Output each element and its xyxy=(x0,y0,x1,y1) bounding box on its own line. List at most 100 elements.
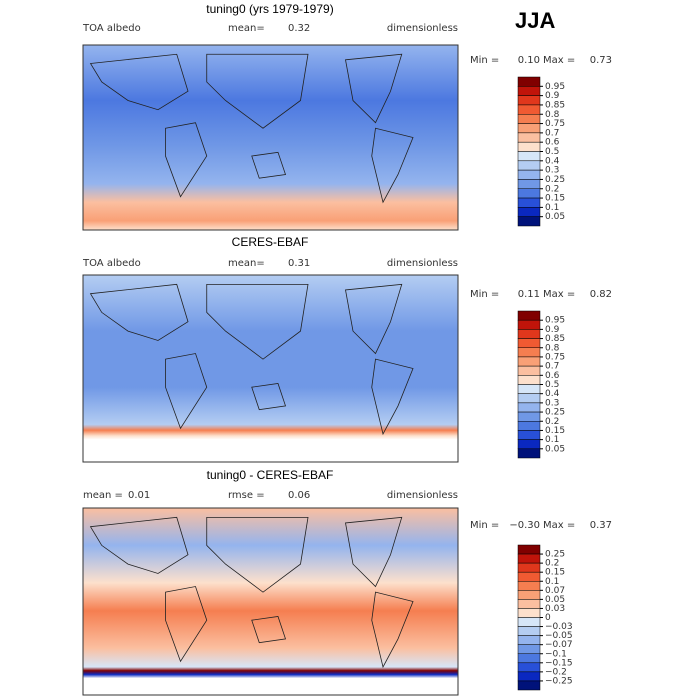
min-max-text: Min = xyxy=(470,520,499,531)
colorbar-box xyxy=(517,393,541,404)
colorbar-box xyxy=(517,411,541,422)
colorbar-box xyxy=(517,544,541,555)
colorbar-label: 0.6 xyxy=(545,138,560,148)
coastline xyxy=(345,283,403,355)
header-text: dimensionless xyxy=(387,23,458,34)
panel-title: tuning0 (yrs 1979-1979) xyxy=(206,2,333,16)
header-text: 0.01 xyxy=(128,490,150,501)
colorbar-label: 0.25 xyxy=(545,550,565,560)
colorbar-label: 0.95 xyxy=(545,316,565,326)
colorbar-box xyxy=(517,114,541,124)
colorbar-label: 0.5 xyxy=(545,147,559,157)
min-max-text: Max = xyxy=(543,289,575,300)
coastline xyxy=(89,283,189,341)
panel-title: tuning0 - CERES-EBAF xyxy=(207,468,334,482)
coastline xyxy=(251,151,287,179)
colorbar-label: 0.8 xyxy=(545,110,560,120)
colorbar-box xyxy=(517,216,541,227)
colorbar-label: 0.95 xyxy=(545,82,565,92)
colorbar-label: 0.3 xyxy=(545,166,559,176)
panel-title: CERES-EBAF xyxy=(232,235,309,249)
colorbar-label: 0.05 xyxy=(545,444,565,454)
colorbar-box xyxy=(517,160,541,171)
header-text: 0.31 xyxy=(288,258,310,269)
colorbar-box xyxy=(517,430,541,440)
coastline xyxy=(371,127,414,204)
map-field xyxy=(82,507,459,696)
colorbar-label: 0.4 xyxy=(545,389,560,399)
colorbar-label: 0.85 xyxy=(545,334,565,344)
colorbar-label: 0.9 xyxy=(545,325,560,335)
colorbar-box xyxy=(517,617,541,627)
header-text: dimensionless xyxy=(387,258,458,269)
coastline xyxy=(206,53,309,129)
colorbar-label: 0.2 xyxy=(545,559,559,569)
min-max-text: 0.82 xyxy=(590,289,612,300)
header-text: rmse = xyxy=(228,490,265,501)
min-max-text: Max = xyxy=(543,520,575,531)
map-field xyxy=(82,274,459,463)
coastline xyxy=(165,353,208,430)
coastline xyxy=(206,516,309,593)
min-max-text: −0.30 xyxy=(509,520,540,531)
min-max-text: 0.10 xyxy=(518,55,540,66)
colorbar-box xyxy=(517,329,541,339)
colorbar-label: 0.75 xyxy=(545,119,565,129)
colorbar-label: 0 xyxy=(545,613,551,623)
colorbar-label: 0.03 xyxy=(545,604,565,614)
colorbar-label: 0.7 xyxy=(545,128,559,138)
colorbar-label: 0.2 xyxy=(545,184,559,194)
colorbar-label: 0.3 xyxy=(545,398,559,408)
min-max-text: 0.37 xyxy=(590,520,612,531)
coastline xyxy=(89,53,189,111)
colorbar-label: −0.25 xyxy=(545,676,573,686)
colorbar-box xyxy=(517,662,541,673)
colorbar-label: 0.8 xyxy=(545,343,560,353)
colorbar-box xyxy=(517,95,541,106)
coastline xyxy=(251,616,287,644)
coastline xyxy=(206,283,309,360)
colorbar-box xyxy=(517,197,541,208)
colorbar-box xyxy=(517,581,541,591)
colorbar-box xyxy=(517,207,541,217)
colorbar-label: 0.05 xyxy=(545,212,565,222)
colorbar-box xyxy=(517,448,541,459)
colorbar-box xyxy=(517,169,541,180)
colorbar-label: 0.6 xyxy=(545,371,560,381)
colorbar-label: 0.15 xyxy=(545,426,565,436)
colorbar-label: −0.1 xyxy=(545,649,567,659)
colorbar-box xyxy=(517,151,541,162)
colorbar-label: −0.03 xyxy=(545,622,573,632)
header-text: mean = xyxy=(83,490,123,501)
colorbar-label: 0.15 xyxy=(545,568,565,578)
colorbar-label: 0.7 xyxy=(545,362,559,372)
colorbar-label: 0.1 xyxy=(545,203,559,213)
colorbar-box xyxy=(517,644,541,654)
colorbar-box xyxy=(517,384,541,394)
colorbar-box xyxy=(517,599,541,609)
colorbar-label: 0.5 xyxy=(545,380,559,390)
colorbar-box xyxy=(517,562,541,573)
coastline xyxy=(345,53,403,124)
header-text: mean= xyxy=(228,23,265,34)
colorbar-label: −0.05 xyxy=(545,631,573,641)
colorbar-box xyxy=(517,653,541,664)
colorbar-box xyxy=(517,590,541,600)
colorbar-box xyxy=(517,104,541,115)
colorbar-box xyxy=(517,375,541,385)
coastline xyxy=(345,516,403,588)
coastline xyxy=(251,383,287,411)
colorbar-box xyxy=(517,553,541,564)
colorbar-label: 0.25 xyxy=(545,175,565,185)
header-text: dimensionless xyxy=(387,490,458,501)
colorbar-label: −0.15 xyxy=(545,658,573,668)
colorbar-box xyxy=(517,188,541,199)
header-text: TOA albedo xyxy=(82,23,141,34)
header-text: 0.32 xyxy=(288,23,310,34)
colorbar-box xyxy=(517,365,541,376)
colorbar-label: 0.9 xyxy=(545,91,560,101)
colorbar-box xyxy=(517,635,541,645)
colorbar-box xyxy=(517,76,541,87)
colorbar-box xyxy=(517,319,541,330)
